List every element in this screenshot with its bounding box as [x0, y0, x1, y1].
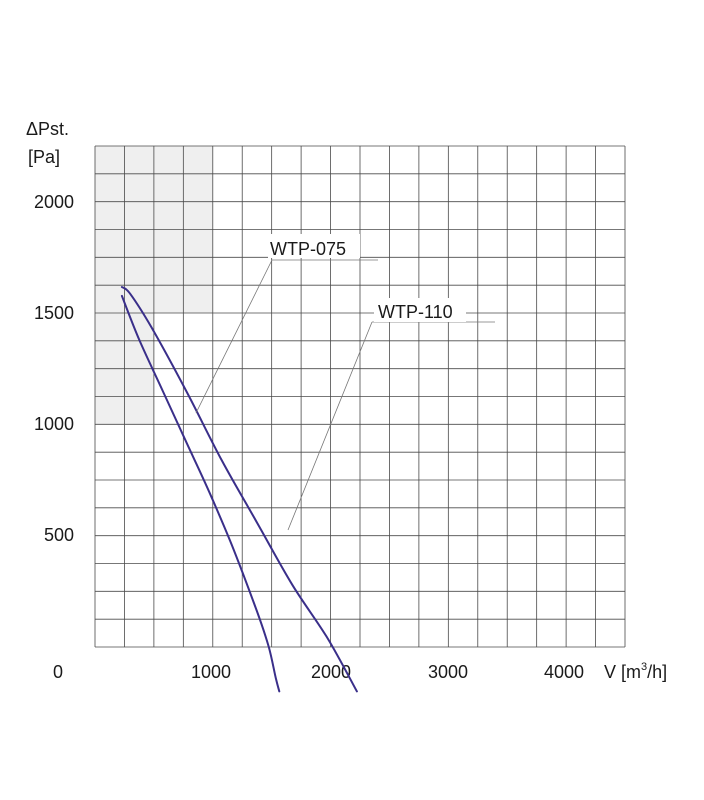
- callout-wtp-110-leader: [287, 321, 373, 531]
- x-tick-label-4000: 4000: [544, 662, 584, 682]
- y-tick-label-1500: 1500: [34, 303, 74, 323]
- callout-wtp-110: WTP-110: [287, 298, 495, 531]
- callout-wtp-075: WTP-075: [195, 234, 378, 414]
- grid: [94, 145, 626, 648]
- x-tick-label-2000: 2000: [311, 662, 351, 682]
- x-tick-label-3000: 3000: [428, 662, 468, 682]
- callout-wtp-075-label-bg: [268, 234, 360, 258]
- y-axis-label-symbol: ΔPst.: [26, 119, 69, 139]
- y-tick-label-2000: 2000: [34, 192, 74, 212]
- x-axis-label-suffix: /h]: [647, 662, 667, 682]
- callout-wtp-075-leader: [195, 259, 273, 414]
- y-tick-label-500: 500: [44, 525, 74, 545]
- series-line-wtp-110: [120, 286, 358, 693]
- callout-wtp-110-label-bg: [374, 298, 466, 322]
- x-axis-label-superscript: 3: [641, 661, 647, 673]
- series: [120, 286, 358, 693]
- callout-wtp-075-label: WTP-075: [270, 239, 346, 259]
- series-line-wtp-075: [120, 294, 281, 693]
- x-axis-label: V [m3/h]: [604, 661, 667, 682]
- callout-wtp-110-label: WTP-110: [378, 302, 453, 322]
- x-axis-label-prefix: V [m: [604, 662, 641, 682]
- x-tick-label-1000: 1000: [191, 662, 231, 682]
- y-axis-label-unit: [Pa]: [28, 147, 60, 167]
- y-tick-label-1000: 1000: [34, 414, 74, 434]
- origin-label: 0: [53, 662, 63, 682]
